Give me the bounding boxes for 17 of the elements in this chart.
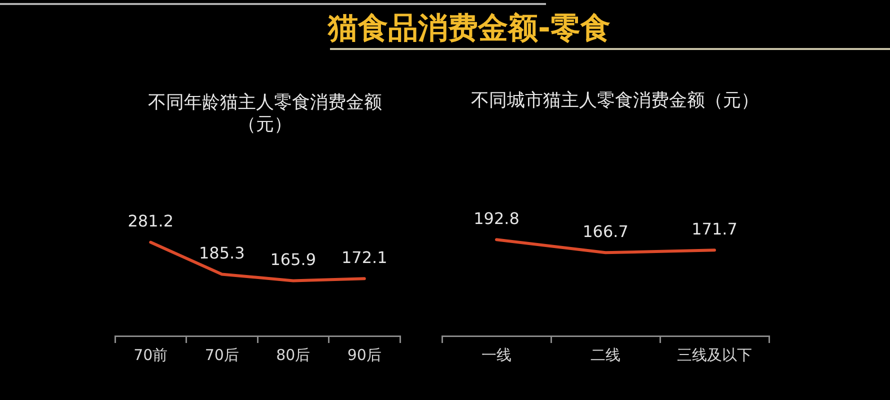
data-label: 281.2: [128, 211, 174, 230]
x-tick-label: 70后: [204, 346, 239, 364]
data-label: 185.3: [198, 243, 245, 262]
text: 猫食品消费金额-零食: [328, 11, 610, 47]
data-label: 165.9: [270, 250, 316, 269]
x-tick-label: 70前: [134, 346, 168, 364]
x-tick-label: 三线及以下: [677, 346, 752, 364]
data-label: 172.1: [341, 248, 388, 267]
data-label: 192.8: [474, 208, 520, 228]
chart-title: 不同年龄猫主人零食消费金额（元）: [147, 92, 383, 136]
data-label: 171.7: [692, 219, 738, 238]
x-tick-label: 90后: [347, 346, 382, 364]
x-tick-label: 二线: [590, 346, 620, 364]
x-tick-label: 80后: [276, 346, 310, 364]
chart-title: 不同城市猫主人零食消费金额（元）: [470, 90, 760, 112]
data-label: 166.7: [582, 222, 628, 241]
x-tick-label: 一线: [482, 346, 512, 364]
